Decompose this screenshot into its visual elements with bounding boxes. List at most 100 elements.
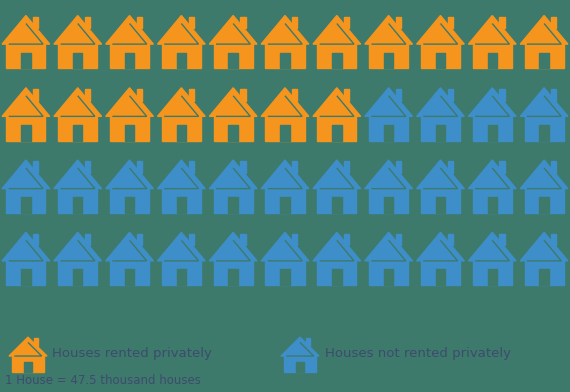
Bar	[292, 89, 298, 101]
Bar	[499, 162, 504, 173]
Bar	[280, 269, 290, 285]
Bar	[229, 269, 238, 285]
Bar	[447, 162, 453, 173]
Bar	[384, 197, 393, 213]
Bar	[317, 116, 356, 141]
Bar	[487, 197, 497, 213]
Bar	[125, 53, 135, 68]
Bar	[177, 125, 186, 141]
Bar	[6, 44, 46, 68]
Bar	[332, 53, 341, 68]
Bar	[539, 269, 549, 285]
Bar	[344, 234, 349, 245]
Polygon shape	[54, 88, 101, 116]
Bar	[58, 261, 97, 285]
Bar	[214, 44, 253, 68]
Polygon shape	[365, 16, 413, 44]
Bar	[292, 234, 298, 245]
Bar	[177, 53, 186, 68]
Bar	[447, 89, 453, 101]
Bar	[110, 261, 149, 285]
Bar	[125, 269, 135, 285]
Bar	[551, 234, 556, 245]
Polygon shape	[313, 232, 361, 261]
Polygon shape	[209, 16, 257, 44]
Bar	[421, 261, 460, 285]
Bar	[110, 116, 149, 141]
Bar	[6, 116, 46, 141]
Bar	[34, 338, 38, 346]
Polygon shape	[520, 160, 568, 189]
Bar	[396, 17, 401, 28]
Bar	[266, 44, 304, 68]
Bar	[421, 189, 460, 213]
Bar	[473, 44, 512, 68]
Bar	[110, 44, 149, 68]
Bar	[396, 234, 401, 245]
Polygon shape	[365, 160, 413, 189]
Polygon shape	[469, 88, 516, 116]
Bar	[396, 162, 401, 173]
Bar	[447, 17, 453, 28]
Polygon shape	[157, 16, 205, 44]
Bar	[241, 162, 246, 173]
Polygon shape	[261, 16, 309, 44]
Text: 1 House = 47.5 thousand houses: 1 House = 47.5 thousand houses	[5, 374, 201, 387]
Bar	[384, 53, 393, 68]
Bar	[58, 189, 97, 213]
Polygon shape	[313, 160, 361, 189]
Bar	[396, 89, 401, 101]
Bar	[369, 116, 408, 141]
Bar	[125, 197, 135, 213]
Bar	[317, 261, 356, 285]
Bar	[487, 53, 497, 68]
Bar	[229, 197, 238, 213]
Polygon shape	[417, 16, 465, 44]
Bar	[435, 125, 445, 141]
Polygon shape	[105, 88, 153, 116]
Bar	[421, 116, 460, 141]
Bar	[21, 53, 31, 68]
Bar	[551, 89, 556, 101]
Bar	[241, 17, 246, 28]
Polygon shape	[365, 232, 413, 261]
Polygon shape	[209, 88, 257, 116]
Bar	[162, 44, 201, 68]
Bar	[58, 116, 97, 141]
Text: Houses rented privately: Houses rented privately	[52, 347, 212, 359]
Bar	[435, 269, 445, 285]
Bar	[332, 269, 341, 285]
Polygon shape	[54, 232, 101, 261]
Polygon shape	[2, 88, 50, 116]
Bar	[473, 189, 512, 213]
Bar	[137, 17, 142, 28]
Bar	[162, 189, 201, 213]
Polygon shape	[469, 232, 516, 261]
Bar	[214, 261, 253, 285]
Bar	[369, 189, 408, 213]
Polygon shape	[2, 160, 50, 189]
Polygon shape	[365, 88, 413, 116]
Bar	[499, 234, 504, 245]
Bar	[332, 197, 341, 213]
Bar	[137, 234, 142, 245]
Bar	[162, 116, 201, 141]
Bar	[435, 53, 445, 68]
Bar	[58, 44, 97, 68]
Polygon shape	[157, 160, 205, 189]
Bar	[189, 89, 194, 101]
Bar	[189, 234, 194, 245]
Bar	[317, 189, 356, 213]
Bar	[214, 116, 253, 141]
Bar	[177, 269, 186, 285]
Bar	[73, 53, 83, 68]
Bar	[21, 125, 31, 141]
Bar	[473, 261, 512, 285]
Bar	[189, 162, 194, 173]
Bar	[33, 17, 38, 28]
Bar	[369, 261, 408, 285]
Bar	[162, 261, 201, 285]
Bar	[73, 197, 83, 213]
Polygon shape	[520, 88, 568, 116]
Bar	[241, 89, 246, 101]
